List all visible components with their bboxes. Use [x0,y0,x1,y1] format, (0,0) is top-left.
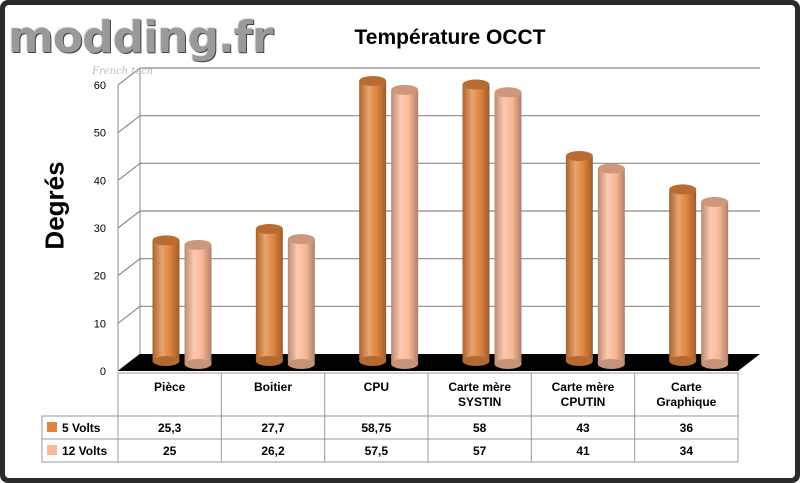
bar-0-5 [669,184,697,366]
bar-body [462,84,490,362]
bar-body [391,89,419,365]
bar-base [597,359,625,369]
bar-1-1 [287,234,315,369]
bar-base [152,356,180,366]
category-label: SYSTIN [458,395,501,409]
data-label: 58 [473,421,487,435]
bar-body [597,168,625,364]
bar-body [701,201,729,364]
bar-body [494,92,522,365]
category-label: Graphique [656,395,716,409]
data-label: 41 [576,444,590,458]
bar-base [287,359,315,369]
data-label: 43 [576,421,590,435]
bar-top [462,79,490,90]
data-label: 58,75 [361,421,391,435]
bar-base [565,356,593,366]
bar-0-3 [462,79,490,366]
chart-title: Température OCCT [354,26,546,49]
bar-base [701,359,729,369]
bar-body [184,244,212,364]
bar-body [255,228,283,361]
y-tick-label: 60 [94,80,106,92]
gridline [117,67,760,86]
y-tick-label: 10 [94,318,106,330]
data-label: 36 [680,421,694,435]
y-axis-label: Degrés [39,161,70,250]
category-label: Carte [671,380,702,394]
bar-top [669,184,697,195]
bar-body [565,156,593,361]
bar-body [669,189,697,361]
y-tick-label: 20 [94,271,106,283]
gridline [117,162,760,181]
y-tick-label: 0 [100,366,106,378]
watermark-logo: modding.fr [8,12,274,63]
bar-0-0 [152,235,180,366]
bar-body [287,239,315,364]
data-label: 57 [473,444,487,458]
bar-0-1 [255,223,283,366]
category-label: CPUTIN [561,395,606,409]
chart-floor [118,354,760,371]
bar-base [359,356,387,366]
category-label: Pièce [154,380,186,394]
category-label: Carte mère [552,380,615,394]
gridline [117,258,760,277]
bar-top [184,239,212,250]
y-tick-label: 40 [94,175,106,187]
bar-top [494,87,522,98]
bar-top [597,163,625,174]
gridline [117,115,760,134]
bar-top [359,75,387,86]
gridline [117,210,760,229]
category-label: Boitier [254,380,292,394]
data-label: 27,7 [261,421,285,435]
bar-body [359,80,387,361]
data-label: 25 [163,444,177,458]
y-tick-label: 30 [94,223,106,235]
bar-body [152,240,180,361]
category-label: CPU [364,380,389,394]
bar-1-4 [597,163,625,369]
data-label: 34 [680,444,694,458]
bar-top [287,234,315,245]
watermark-tagline: French tech [92,66,154,77]
bar-0-4 [565,151,593,366]
category-label: Carte mère [448,380,511,394]
data-label: 57,5 [365,444,389,458]
bar-base [462,356,490,366]
bar-top [391,84,419,95]
bar-base [391,359,419,369]
bar-base [184,359,212,369]
legend-label: 12 Volts [62,444,107,458]
bar-1-3 [494,87,522,369]
bar-0-2 [359,75,387,366]
bar-base [669,356,697,366]
gridline [117,305,760,324]
y-tick-label: 50 [94,128,106,140]
bar-1-5 [701,196,729,369]
data-label: 25,3 [158,421,182,435]
bar-top [565,151,593,162]
bar-top [701,196,729,207]
bar-1-0 [184,239,212,369]
bar-1-2 [391,84,419,369]
legend-swatch [47,445,57,455]
bar-top [152,235,180,246]
data-label: 26,2 [261,444,285,458]
legend-label: 5 Volts [62,421,101,435]
bar-base [255,356,283,366]
legend-swatch [47,422,57,432]
bar-top [255,223,283,234]
bar-base [494,359,522,369]
